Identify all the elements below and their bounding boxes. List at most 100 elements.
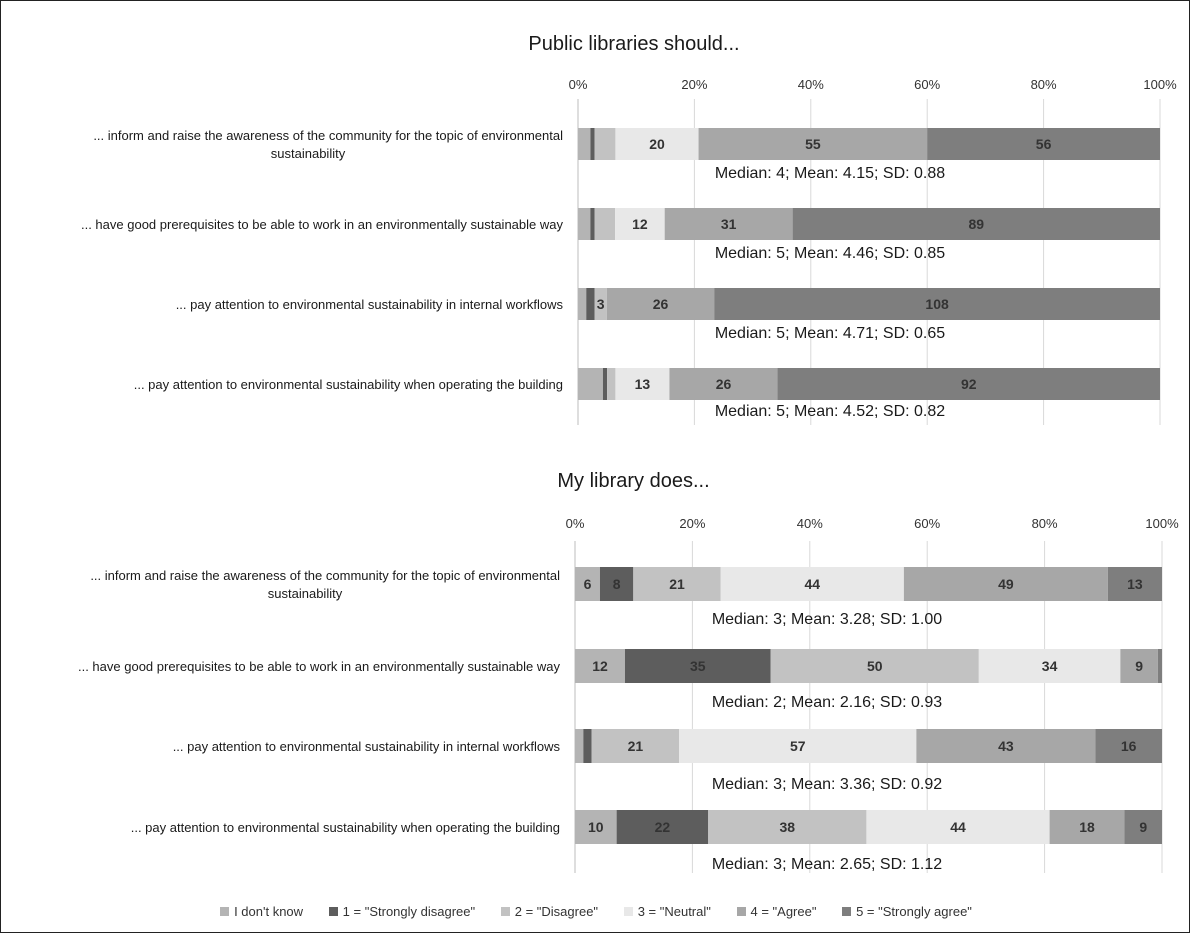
category-label: ... have good prerequisites to be able t… <box>81 217 564 232</box>
legend-swatch <box>329 907 338 916</box>
category-label: ... pay attention to environmental susta… <box>176 297 564 312</box>
data-label: 16 <box>1121 738 1137 754</box>
data-label: 34 <box>1042 658 1058 674</box>
data-label: 9 <box>1139 819 1147 835</box>
bar-segment <box>607 368 615 400</box>
x-tick-label: 20% <box>679 516 705 531</box>
stats-label: Median: 5; Mean: 4.46; SD: 0.85 <box>715 245 945 262</box>
data-label: 3 <box>597 296 605 312</box>
chart-title: My library does... <box>557 470 709 492</box>
data-label: 55 <box>805 136 821 152</box>
bar-segment <box>595 208 616 240</box>
data-label: 92 <box>961 376 977 392</box>
stats-label: Median: 3; Mean: 2.65; SD: 1.12 <box>712 856 942 873</box>
legend-label: 2 = "Disagree" <box>515 904 598 919</box>
legend-item-agree: 4 = "Agree" <box>737 904 817 919</box>
data-label: 21 <box>669 576 685 592</box>
legend-swatch <box>842 907 851 916</box>
data-label: 26 <box>653 296 669 312</box>
data-label: 26 <box>716 376 732 392</box>
x-tick-label: 20% <box>681 77 707 92</box>
x-tick-label: 100% <box>1145 516 1179 531</box>
legend-item-neutral: 3 = "Neutral" <box>624 904 711 919</box>
data-label: 6 <box>584 576 592 592</box>
category-label: ... inform and raise the awareness of th… <box>90 568 560 583</box>
category-label: ... pay attention to environmental susta… <box>173 739 561 754</box>
data-label: 38 <box>780 819 796 835</box>
stats-label: Median: 3; Mean: 3.28; SD: 1.00 <box>712 611 942 628</box>
category-label: sustainability <box>268 586 343 601</box>
data-label: 18 <box>1079 819 1095 835</box>
bar-segment <box>583 729 591 763</box>
stats-label: Median: 2; Mean: 2.16; SD: 0.93 <box>712 694 942 711</box>
legend-swatch <box>624 907 633 916</box>
bar-segment <box>590 208 594 240</box>
chart-title: Public libraries should... <box>528 33 739 55</box>
bar-segment <box>578 128 590 160</box>
legend-item-disagree: 2 = "Disagree" <box>501 904 598 919</box>
legend-label: 3 = "Neutral" <box>638 904 711 919</box>
data-label: 12 <box>632 216 648 232</box>
bar-segment <box>578 368 603 400</box>
stats-label: Median: 3; Mean: 3.36; SD: 0.92 <box>712 776 942 793</box>
data-label: 10 <box>588 819 604 835</box>
bar-segment <box>1158 649 1162 683</box>
category-label: ... have good prerequisites to be able t… <box>78 659 561 674</box>
legend-label: I don't know <box>234 904 303 919</box>
legend-item-strongly-agree: 5 = "Strongly agree" <box>842 904 972 919</box>
data-label: 108 <box>925 296 949 312</box>
x-tick-label: 80% <box>1032 516 1058 531</box>
data-label: 13 <box>1127 576 1143 592</box>
data-label: 13 <box>635 376 651 392</box>
data-label: 57 <box>790 738 806 754</box>
data-label: 35 <box>690 658 706 674</box>
x-tick-label: 100% <box>1143 77 1177 92</box>
x-tick-label: 0% <box>566 516 585 531</box>
data-label: 21 <box>628 738 644 754</box>
category-label: ... pay attention to environmental susta… <box>131 820 560 835</box>
x-tick-label: 40% <box>798 77 824 92</box>
data-label: 12 <box>592 658 608 674</box>
category-label: sustainability <box>271 146 346 161</box>
x-tick-label: 40% <box>797 516 823 531</box>
legend-item-strongly-disagree: 1 = "Strongly disagree" <box>329 904 475 919</box>
legend-label: 5 = "Strongly agree" <box>856 904 972 919</box>
x-tick-label: 60% <box>914 77 940 92</box>
data-label: 20 <box>649 136 665 152</box>
stats-label: Median: 5; Mean: 4.52; SD: 0.82 <box>715 403 945 420</box>
legend-swatch <box>220 907 229 916</box>
data-label: 31 <box>721 216 737 232</box>
data-label: 22 <box>655 819 671 835</box>
bar-segment <box>578 208 590 240</box>
bar-segment <box>603 368 607 400</box>
bar-segment <box>590 128 594 160</box>
legend-item-dont-know: I don't know <box>220 904 303 919</box>
data-label: 9 <box>1135 658 1143 674</box>
data-label: 49 <box>998 576 1014 592</box>
chart-legend: I don't know 1 = "Strongly disagree" 2 =… <box>0 904 1192 919</box>
data-label: 50 <box>867 658 883 674</box>
legend-swatch <box>737 907 746 916</box>
legend-label: 1 = "Strongly disagree" <box>343 904 475 919</box>
x-tick-label: 60% <box>914 516 940 531</box>
bar-segment <box>575 729 583 763</box>
x-tick-label: 0% <box>569 77 588 92</box>
data-label: 56 <box>1036 136 1052 152</box>
data-label: 89 <box>969 216 985 232</box>
stats-label: Median: 4; Mean: 4.15; SD: 0.88 <box>715 165 945 182</box>
legend-swatch <box>501 907 510 916</box>
bar-segment <box>586 288 594 320</box>
stats-label: Median: 5; Mean: 4.71; SD: 0.65 <box>715 325 945 342</box>
category-label: ... pay attention to environmental susta… <box>134 377 563 392</box>
x-tick-label: 80% <box>1031 77 1057 92</box>
category-label: ... inform and raise the awareness of th… <box>93 128 563 143</box>
data-label: 8 <box>613 576 621 592</box>
bar-segment <box>595 128 616 160</box>
data-label: 43 <box>998 738 1014 754</box>
data-label: 44 <box>805 576 821 592</box>
data-label: 44 <box>950 819 966 835</box>
legend-label: 4 = "Agree" <box>751 904 817 919</box>
bar-segment <box>578 288 586 320</box>
